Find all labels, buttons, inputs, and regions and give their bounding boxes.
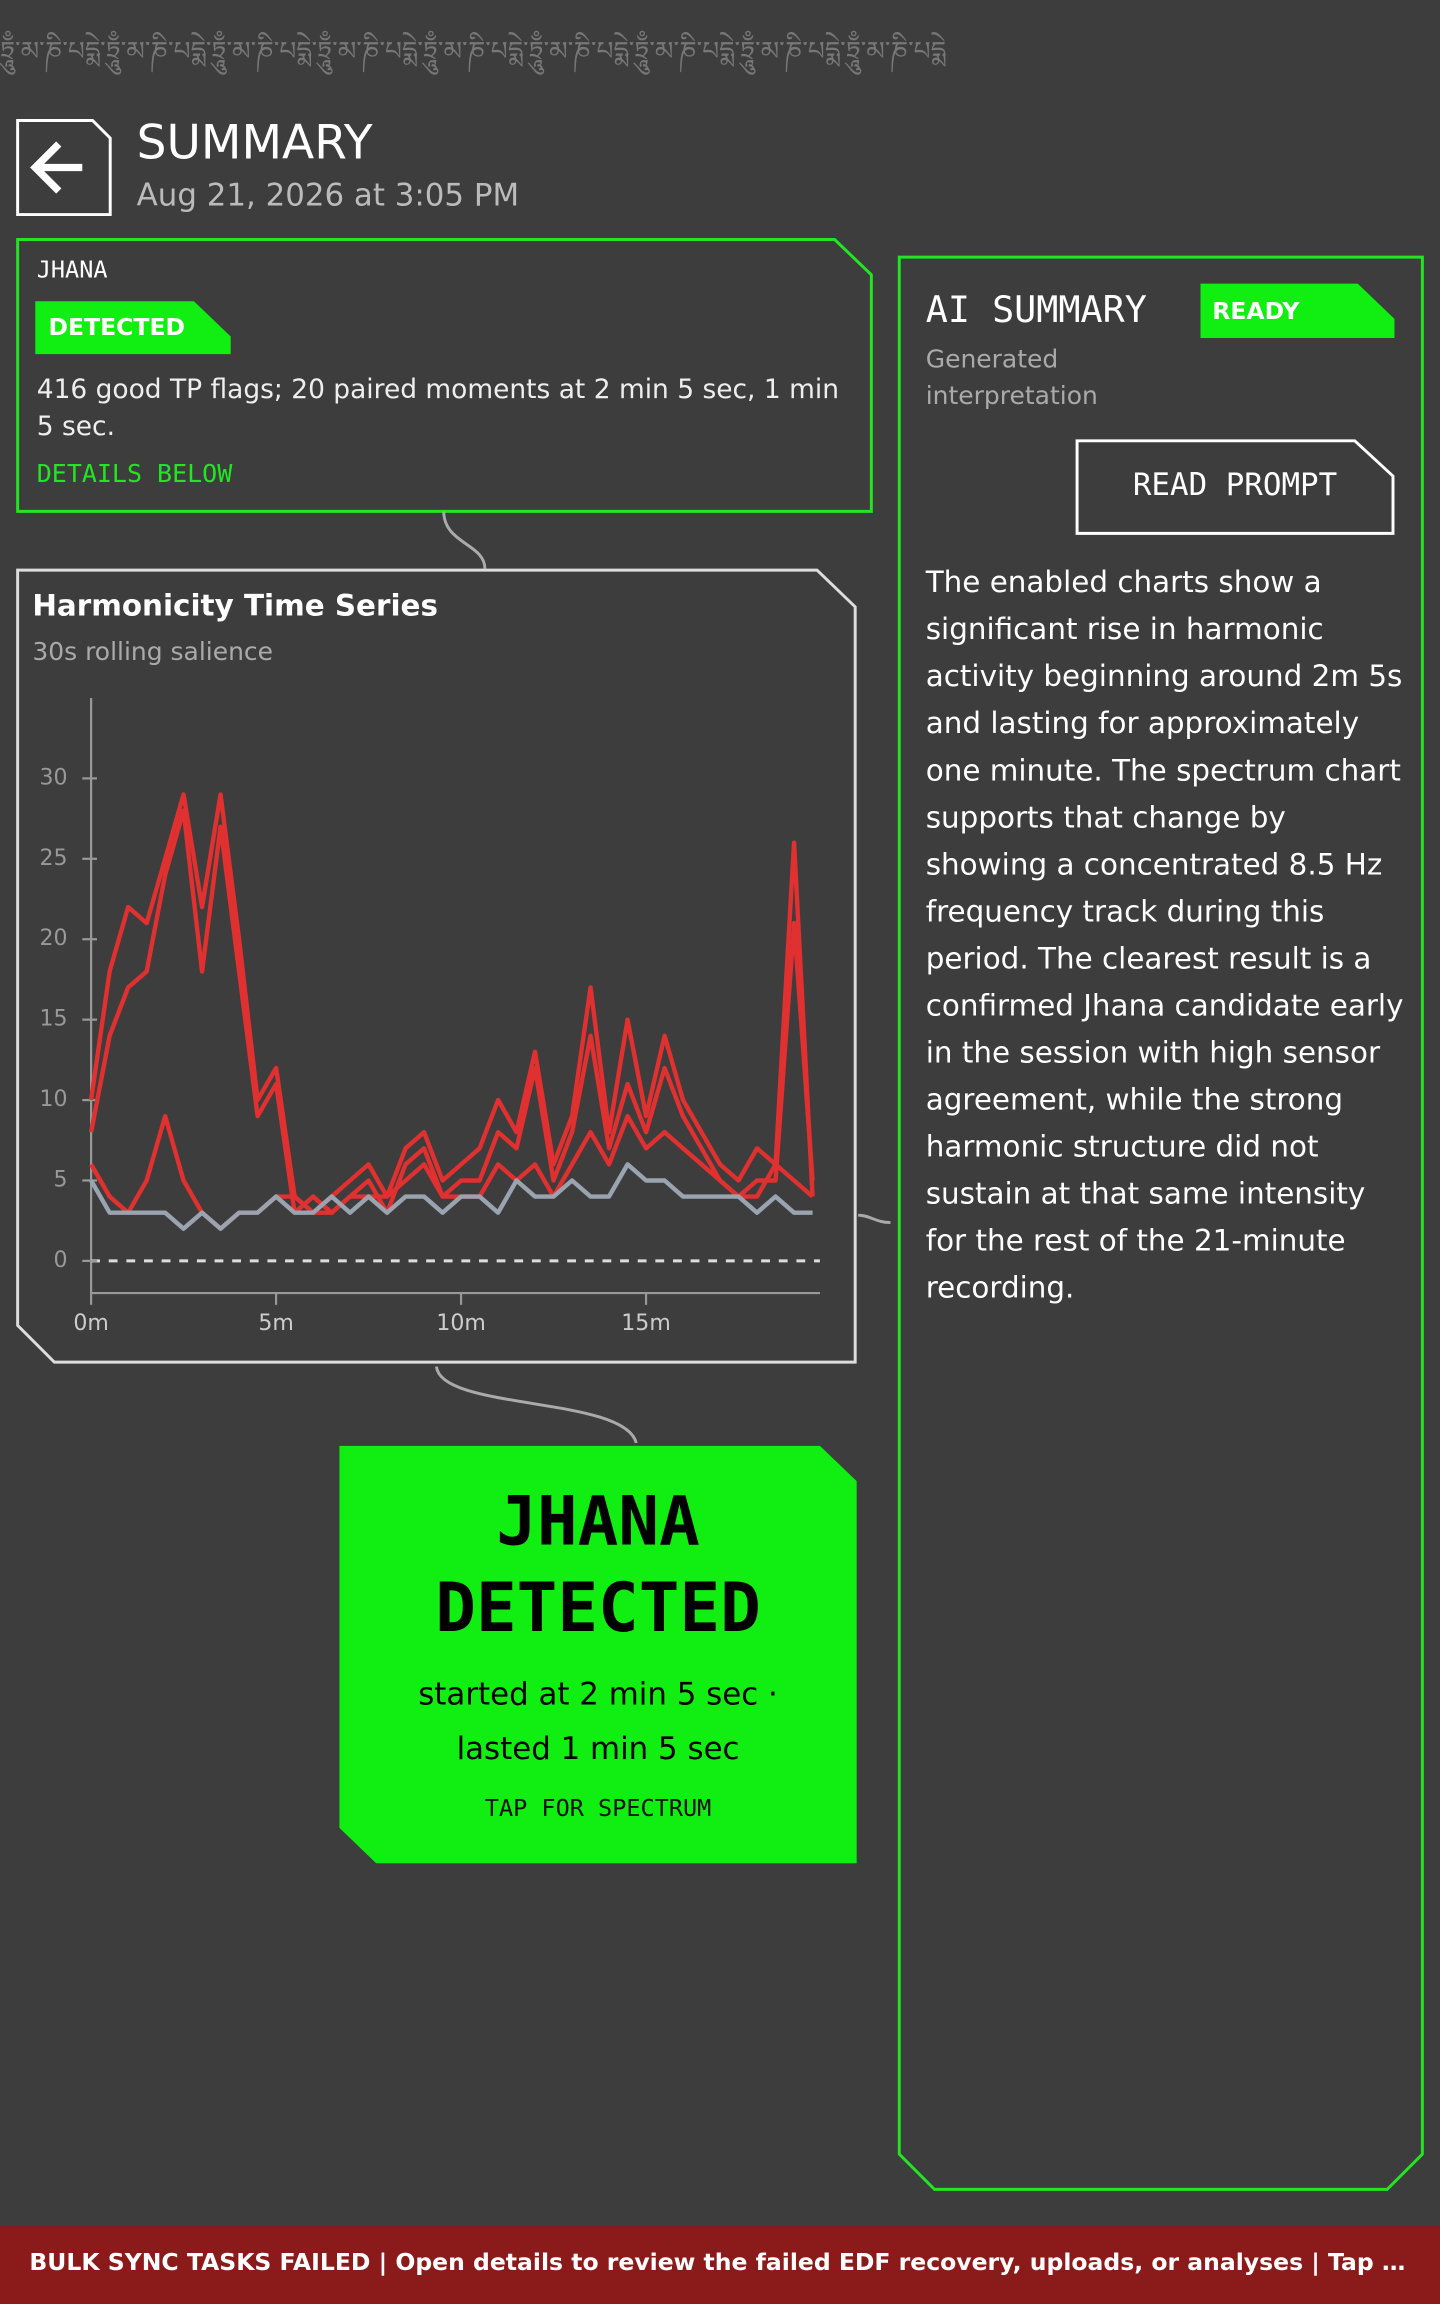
x-tick-label: 5m [258,1311,293,1336]
result-line: started at 2 min 5 sec · [418,1676,778,1712]
details-link[interactable]: DETAILS BELOW [36,459,233,490]
chart-subtitle: 30s rolling salience [32,637,274,668]
connector [858,1213,891,1225]
connector [442,511,487,569]
card-label: JHANA [36,255,108,284]
chart-title: Harmonicity Time Series [32,587,438,624]
date: Aug 21, 2026 at 3:05 PM [136,177,520,214]
series-line [89,1162,813,1231]
x-tick-label: 10m [436,1311,486,1336]
card-text: 416 good TP flags; 20 paired moments at … [36,374,839,443]
error-banner[interactable] [0,2226,1440,2304]
y-tick-label: 30 [40,765,68,790]
chart-card [16,568,857,1364]
ai-title: AI SUMMARY [925,288,1147,331]
error-text: BULK SYNC TASKS FAILED | Open details to… [29,2248,1411,2277]
back-arrow [30,141,83,194]
badge [35,301,231,355]
y-tick-label: 10 [40,1087,68,1112]
y-tick-label: 20 [40,926,68,951]
badge-text: READY [1212,296,1300,325]
ai-card [897,255,1424,2191]
badge [1200,283,1395,338]
series-line [88,808,815,1215]
x-tick-label: 15m [621,1311,671,1336]
y-tick-label: 5 [54,1167,68,1192]
back-button[interactable] [16,119,112,217]
banner-pattern: ཏྲཱུྃ་མ་ཎི་པདྨེ་ཏྲཱུྃ་མ་ཎི་པདྨེ་ཏྲཱུྃ་མ་… [0,36,946,68]
y-tick-label: 0 [54,1248,68,1273]
result-card[interactable] [339,1445,857,1864]
connector [434,1366,638,1444]
read-prompt-button[interactable] [1075,439,1395,535]
y-tick-label: 15 [40,1007,68,1032]
y-tick-label: 25 [40,846,68,871]
ai-text: The enabled charts show a significant ri… [925,564,1404,1305]
series-line [88,792,815,1215]
result-action: TAP FOR SPECTRUM [484,1794,712,1823]
badge-text: DETECTED [48,312,186,341]
page-title: SUMMARY [136,114,373,171]
result-title: DETECTED [435,1567,761,1648]
result-line: lasted 1 min 5 sec [456,1730,740,1767]
result-title: JHANA [496,1481,700,1561]
ai-subtitle: Generated interpretation [925,345,1098,412]
x-tick-label: 0m [73,1311,108,1336]
jhana-card[interactable] [16,238,873,513]
button-label: READ PROMPT [1132,467,1338,503]
